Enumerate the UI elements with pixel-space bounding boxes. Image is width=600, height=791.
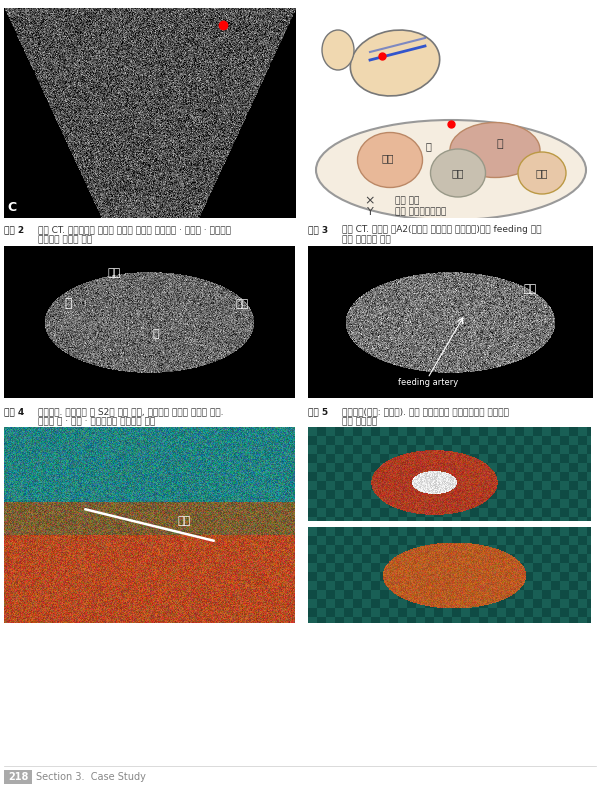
Text: 심장: 심장 <box>382 153 394 163</box>
Bar <box>4 770 32 784</box>
Text: 종양: 종양 <box>452 168 464 178</box>
Text: 조영 CT. 종양은 간A2(간좌엽 외측구역 동맥분지)에서 feeding 받고: 조영 CT. 종양은 간A2(간좌엽 외측구역 동맥분지)에서 feeding … <box>342 225 542 234</box>
Text: 218: 218 <box>8 772 28 782</box>
Ellipse shape <box>316 120 586 220</box>
Text: 종양: 종양 <box>178 516 191 526</box>
Text: 적출표본(하단: 절단면). 황색 결절성으로 육안적으로도 간세포암: 적출표본(하단: 절단면). 황색 결절성으로 육안적으로도 간세포암 <box>342 407 509 416</box>
Text: 비장: 비장 <box>108 268 121 278</box>
Text: Section 3.  Case Study: Section 3. Case Study <box>36 772 146 782</box>
Ellipse shape <box>322 30 354 70</box>
Text: 좌측 늑궁하주사단면: 좌측 늑궁하주사단면 <box>395 207 446 217</box>
Text: 주위의 위 · 비장 · 횡격막과는 분리되어 있다: 주위의 위 · 비장 · 횡격막과는 분리되어 있다 <box>38 417 155 426</box>
Text: 종양: 종양 <box>524 283 537 293</box>
Text: 있는 다혈관성 종양: 있는 다혈관성 종양 <box>342 235 391 244</box>
Text: 이라 생각된다: 이라 생각된다 <box>342 417 377 426</box>
Ellipse shape <box>358 133 422 187</box>
Text: 간: 간 <box>497 139 503 149</box>
Text: 그림 5: 그림 5 <box>308 407 328 416</box>
Ellipse shape <box>450 123 540 177</box>
Ellipse shape <box>431 149 485 197</box>
Ellipse shape <box>518 152 566 194</box>
Text: 비장: 비장 <box>536 168 548 178</box>
Text: ×: × <box>365 195 375 207</box>
Text: feeding artery: feeding artery <box>398 378 458 388</box>
Text: 위: 위 <box>425 141 431 151</box>
Text: 둘러싸인 위치에 있다: 둘러싸인 위치에 있다 <box>38 235 92 244</box>
Text: C: C <box>7 201 16 214</box>
Text: 수술소견. 간종양은 간 S2에 붙어 있고, 외측으로 돌출된 것처럼 있다.: 수술소견. 간종양은 간 S2에 붙어 있고, 외측으로 돌출된 것처럼 있다. <box>38 407 223 416</box>
Ellipse shape <box>350 30 440 96</box>
Text: Y: Y <box>367 207 373 217</box>
Text: 그림 3: 그림 3 <box>308 225 328 234</box>
Text: 그림 4: 그림 4 <box>4 407 24 416</box>
Text: 좌측 흉강: 좌측 흉강 <box>395 196 419 206</box>
Text: 위: 위 <box>152 329 158 339</box>
Text: 그림 2: 그림 2 <box>4 225 24 234</box>
Text: 간: 간 <box>64 297 72 310</box>
Text: 종양: 종양 <box>236 299 249 308</box>
Text: 단순 CT. 좌상복부의 충실성 종양은 간좌엽 외측구역 · 위저부 · 비문으로: 단순 CT. 좌상복부의 충실성 종양은 간좌엽 외측구역 · 위저부 · 비문… <box>38 225 231 234</box>
